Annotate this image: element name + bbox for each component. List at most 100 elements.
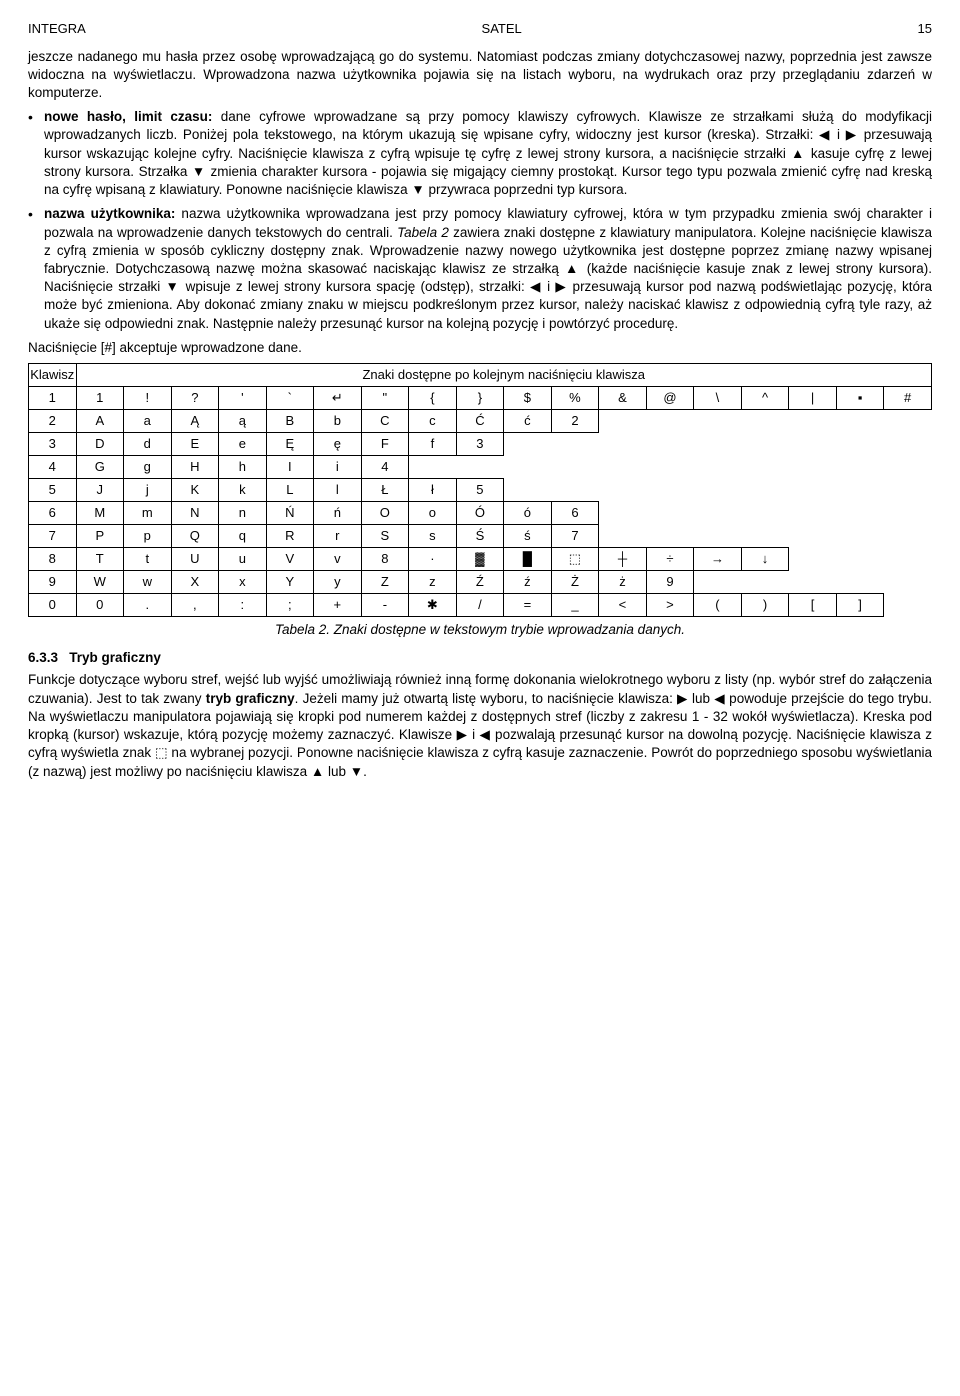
table-empty-cell [789, 571, 837, 594]
table-char-cell: m [124, 502, 172, 525]
table-char-cell: ` [266, 387, 314, 410]
table-char-cell: Z [361, 571, 409, 594]
table-empty-cell [884, 502, 932, 525]
table-char-cell: ; [266, 594, 314, 617]
table-char-cell: 2 [551, 410, 599, 433]
table-empty-cell [741, 571, 789, 594]
table-empty-cell [741, 479, 789, 502]
header-center: SATEL [482, 20, 522, 38]
table-char-cell: █ [504, 548, 552, 571]
table-char-cell: | [789, 387, 837, 410]
table-char-cell: y [314, 571, 362, 594]
table-empty-cell [789, 456, 837, 479]
table-empty-cell [836, 525, 884, 548]
table-char-cell: T [76, 548, 124, 571]
table-empty-cell [836, 479, 884, 502]
table-empty-cell [789, 433, 837, 456]
table-empty-cell [504, 479, 552, 502]
table-char-cell: ▓ [456, 548, 504, 571]
table-char-cell: } [456, 387, 504, 410]
table-empty-cell [599, 479, 647, 502]
table-char-cell: v [314, 548, 362, 571]
table-char-cell: 8 [361, 548, 409, 571]
table-char-cell: u [219, 548, 267, 571]
table-char-cell: ⬚ [551, 548, 599, 571]
table-char-cell: ! [124, 387, 172, 410]
table-char-cell: X [171, 571, 219, 594]
table-key-cell: 7 [29, 525, 77, 548]
table-char-cell: J [76, 479, 124, 502]
section-number: 6.3.3 [28, 650, 58, 665]
table-char-cell: W [76, 571, 124, 594]
table-char-cell: [ [789, 594, 837, 617]
table-char-cell: ) [741, 594, 789, 617]
header-right: 15 [918, 20, 932, 38]
table-char-cell: > [646, 594, 694, 617]
table-char-cell: w [124, 571, 172, 594]
table-char-cell: Ń [266, 502, 314, 525]
table-key-cell: 2 [29, 410, 77, 433]
table-empty-cell [836, 502, 884, 525]
table-char-cell: K [171, 479, 219, 502]
table-char-cell: L [266, 479, 314, 502]
table-empty-cell [694, 571, 742, 594]
table-empty-cell [599, 525, 647, 548]
table-empty-cell [884, 479, 932, 502]
table-char-cell: 1 [76, 387, 124, 410]
table-char-cell: P [76, 525, 124, 548]
accept-paragraph: Naciśnięcie [#] akceptuje wprowadzone da… [28, 339, 932, 357]
table-char-cell: @ [646, 387, 694, 410]
table-empty-cell [551, 433, 599, 456]
table-char-cell: { [409, 387, 457, 410]
table-empty-cell [884, 525, 932, 548]
table-char-cell: j [124, 479, 172, 502]
table-empty-cell [646, 456, 694, 479]
table-char-cell: M [76, 502, 124, 525]
table-char-cell: 7 [551, 525, 599, 548]
table-char-cell: 4 [361, 456, 409, 479]
table-char-cell: U [171, 548, 219, 571]
table-empty-cell [884, 456, 932, 479]
table-char-cell: 6 [551, 502, 599, 525]
table-char-cell: O [361, 502, 409, 525]
table-char-cell: 5 [456, 479, 504, 502]
table-empty-cell [646, 525, 694, 548]
table-key-cell: 8 [29, 548, 77, 571]
table-char-cell: n [219, 502, 267, 525]
table-empty-cell [741, 456, 789, 479]
table-char-cell: ] [836, 594, 884, 617]
table-char-cell: ą [219, 410, 267, 433]
table-char-cell: G [76, 456, 124, 479]
table-char-cell: - [361, 594, 409, 617]
table-char-cell: " [361, 387, 409, 410]
table-empty-cell [599, 410, 647, 433]
page-header: INTEGRA SATEL 15 [28, 20, 932, 38]
table-char-cell: g [124, 456, 172, 479]
table-char-cell: / [456, 594, 504, 617]
table-empty-cell [884, 410, 932, 433]
bullet-lead: nowe hasło, limit czasu: [44, 109, 212, 124]
table-char-cell: : [219, 594, 267, 617]
intro-paragraph: jeszcze nadanego mu hasła przez osobę wp… [28, 48, 932, 103]
table-char-cell: # [884, 387, 932, 410]
table-char-cell: r [314, 525, 362, 548]
table-char-cell: H [171, 456, 219, 479]
table-char-cell: F [361, 433, 409, 456]
table-empty-cell [409, 456, 457, 479]
table-char-cell: a [124, 410, 172, 433]
table-char-cell: 3 [456, 433, 504, 456]
table-char-cell: q [219, 525, 267, 548]
table-char-cell: ć [504, 410, 552, 433]
table-char-cell: 9 [646, 571, 694, 594]
table-char-cell: E [171, 433, 219, 456]
table-char-cell: Ó [456, 502, 504, 525]
table-char-cell: · [409, 548, 457, 571]
table-char-cell: _ [551, 594, 599, 617]
table-caption: Tabela 2. Znaki dostępne w tekstowym try… [28, 621, 932, 639]
table-char-cell: . [124, 594, 172, 617]
table-empty-cell [599, 456, 647, 479]
table-empty-cell [789, 525, 837, 548]
table-key-cell: 5 [29, 479, 77, 502]
table-char-cell: o [409, 502, 457, 525]
table-empty-cell [741, 525, 789, 548]
